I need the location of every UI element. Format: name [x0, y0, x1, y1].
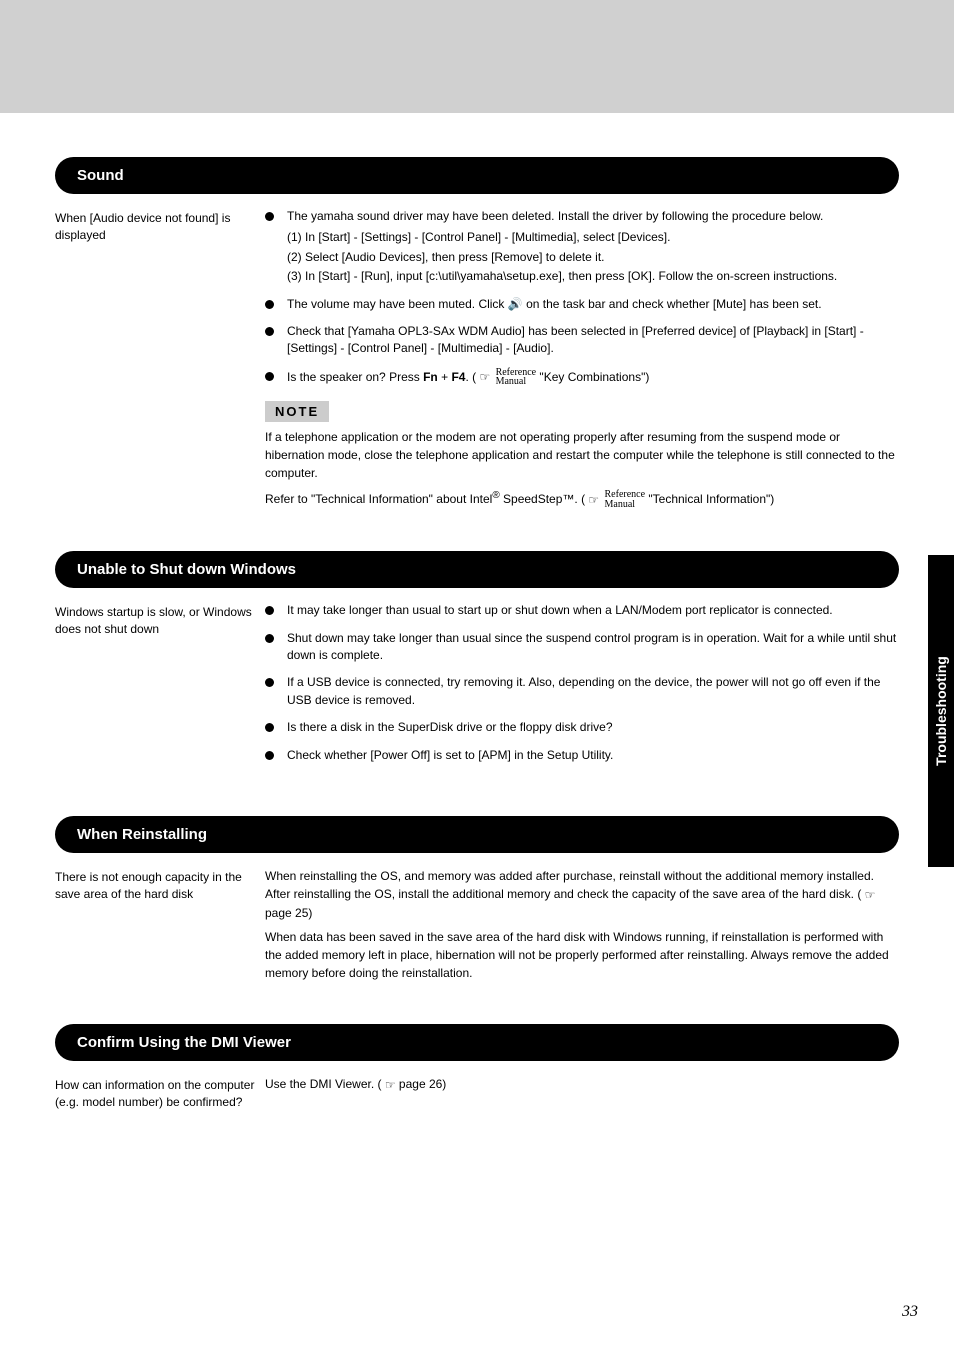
speaker-icon: 🔊	[508, 296, 523, 313]
bullet-item: Shut down may take longer than usual sin…	[283, 630, 899, 665]
note-para: Refer to "Technical Information" about I…	[265, 488, 899, 509]
section-title: When Reinstalling	[77, 826, 207, 843]
bullet-item: The volume may have been muted. Click 🔊 …	[283, 296, 899, 314]
issue-label-empty	[55, 401, 265, 509]
row-audio-not-found: When [Audio device not found] is display…	[55, 208, 899, 397]
hand-icon: ☞	[479, 369, 490, 386]
issue-label: How can information on the computer (e.g…	[55, 1075, 265, 1111]
bullet-item: Is the speaker on? Press Fn + F4. ( ☞ Re…	[283, 368, 899, 387]
reference-manual-icon: ReferenceManual	[496, 368, 537, 387]
note-body: NOTE If a telephone application or the m…	[265, 401, 899, 509]
page-content: Sound When [Audio device not found] is d…	[0, 157, 954, 1110]
hand-icon: ☞	[865, 886, 876, 904]
bullet-text: It may take longer than usual to start u…	[287, 603, 833, 617]
para: Use the DMI Viewer. ( ☞ page 26)	[265, 1075, 899, 1094]
section-header-dmi: Confirm Using the DMI Viewer	[55, 1024, 899, 1061]
note-para: If a telephone application or the modem …	[265, 428, 899, 482]
section-title: Confirm Using the DMI Viewer	[77, 1034, 291, 1051]
bullet-item: Check that [Yamaha OPL3-SAx WDM Audio] h…	[283, 323, 899, 358]
issue-body: The yamaha sound driver may have been de…	[265, 208, 899, 397]
bullet-item: Is there a disk in the SuperDisk drive o…	[283, 719, 899, 736]
section-header-reinstall: When Reinstalling	[55, 816, 899, 853]
row-shutdown: Windows startup is slow, or Windows does…	[55, 602, 899, 774]
row-note: NOTE If a telephone application or the m…	[55, 401, 899, 509]
bullet-text: Check that [Yamaha OPL3-SAx WDM Audio] h…	[287, 324, 864, 355]
page-number: 33	[902, 1303, 918, 1321]
reference-manual-icon: ReferenceManual	[605, 490, 646, 509]
bullet-item: It may take longer than usual to start u…	[283, 602, 899, 619]
row-dmi: How can information on the computer (e.g…	[55, 1075, 899, 1111]
subline: (3) In [Start] - [Run], input [c:\util\y…	[287, 268, 899, 285]
issue-body: When reinstalling the OS, and memory was…	[265, 867, 899, 982]
hand-icon: ☞	[588, 491, 599, 509]
section-title: Sound	[77, 167, 124, 184]
para: When data has been saved in the save are…	[265, 928, 899, 982]
bullet-item: If a USB device is connected, try removi…	[283, 674, 899, 709]
section-header-shutdown: Unable to Shut down Windows	[55, 551, 899, 588]
row-reinstall: There is not enough capacity in the save…	[55, 867, 899, 982]
issue-label: When [Audio device not found] is display…	[55, 208, 265, 397]
issue-label: Windows startup is slow, or Windows does…	[55, 602, 265, 774]
issue-body: Use the DMI Viewer. ( ☞ page 26)	[265, 1075, 899, 1111]
section-header-sound: Sound	[55, 157, 899, 194]
bullet-text: The yamaha sound driver may have been de…	[287, 209, 823, 223]
subline: (1) In [Start] - [Settings] - [Control P…	[287, 229, 899, 246]
para: When reinstalling the OS, and memory was…	[265, 867, 899, 922]
section-title: Unable to Shut down Windows	[77, 561, 296, 578]
bullet-text: Is there a disk in the SuperDisk drive o…	[287, 720, 613, 734]
bullet-text: If a USB device is connected, try removi…	[287, 675, 880, 706]
bullet-text: Is the speaker on? Press Fn + F4. ( ☞ Re…	[287, 370, 649, 384]
bullet-item: Check whether [Power Off] is set to [APM…	[283, 747, 899, 764]
bullet-item: The yamaha sound driver may have been de…	[283, 208, 899, 286]
note-heading: NOTE	[265, 401, 329, 422]
hand-icon: ☞	[385, 1076, 396, 1094]
bullet-text: Shut down may take longer than usual sin…	[287, 631, 896, 662]
subline: (2) Select [Audio Devices], then press […	[287, 249, 899, 266]
top-banner	[0, 0, 954, 113]
issue-label: There is not enough capacity in the save…	[55, 867, 265, 982]
bullet-text: The volume may have been muted. Click 🔊 …	[287, 297, 822, 311]
issue-body: It may take longer than usual to start u…	[265, 602, 899, 774]
bullet-text: Check whether [Power Off] is set to [APM…	[287, 748, 613, 762]
